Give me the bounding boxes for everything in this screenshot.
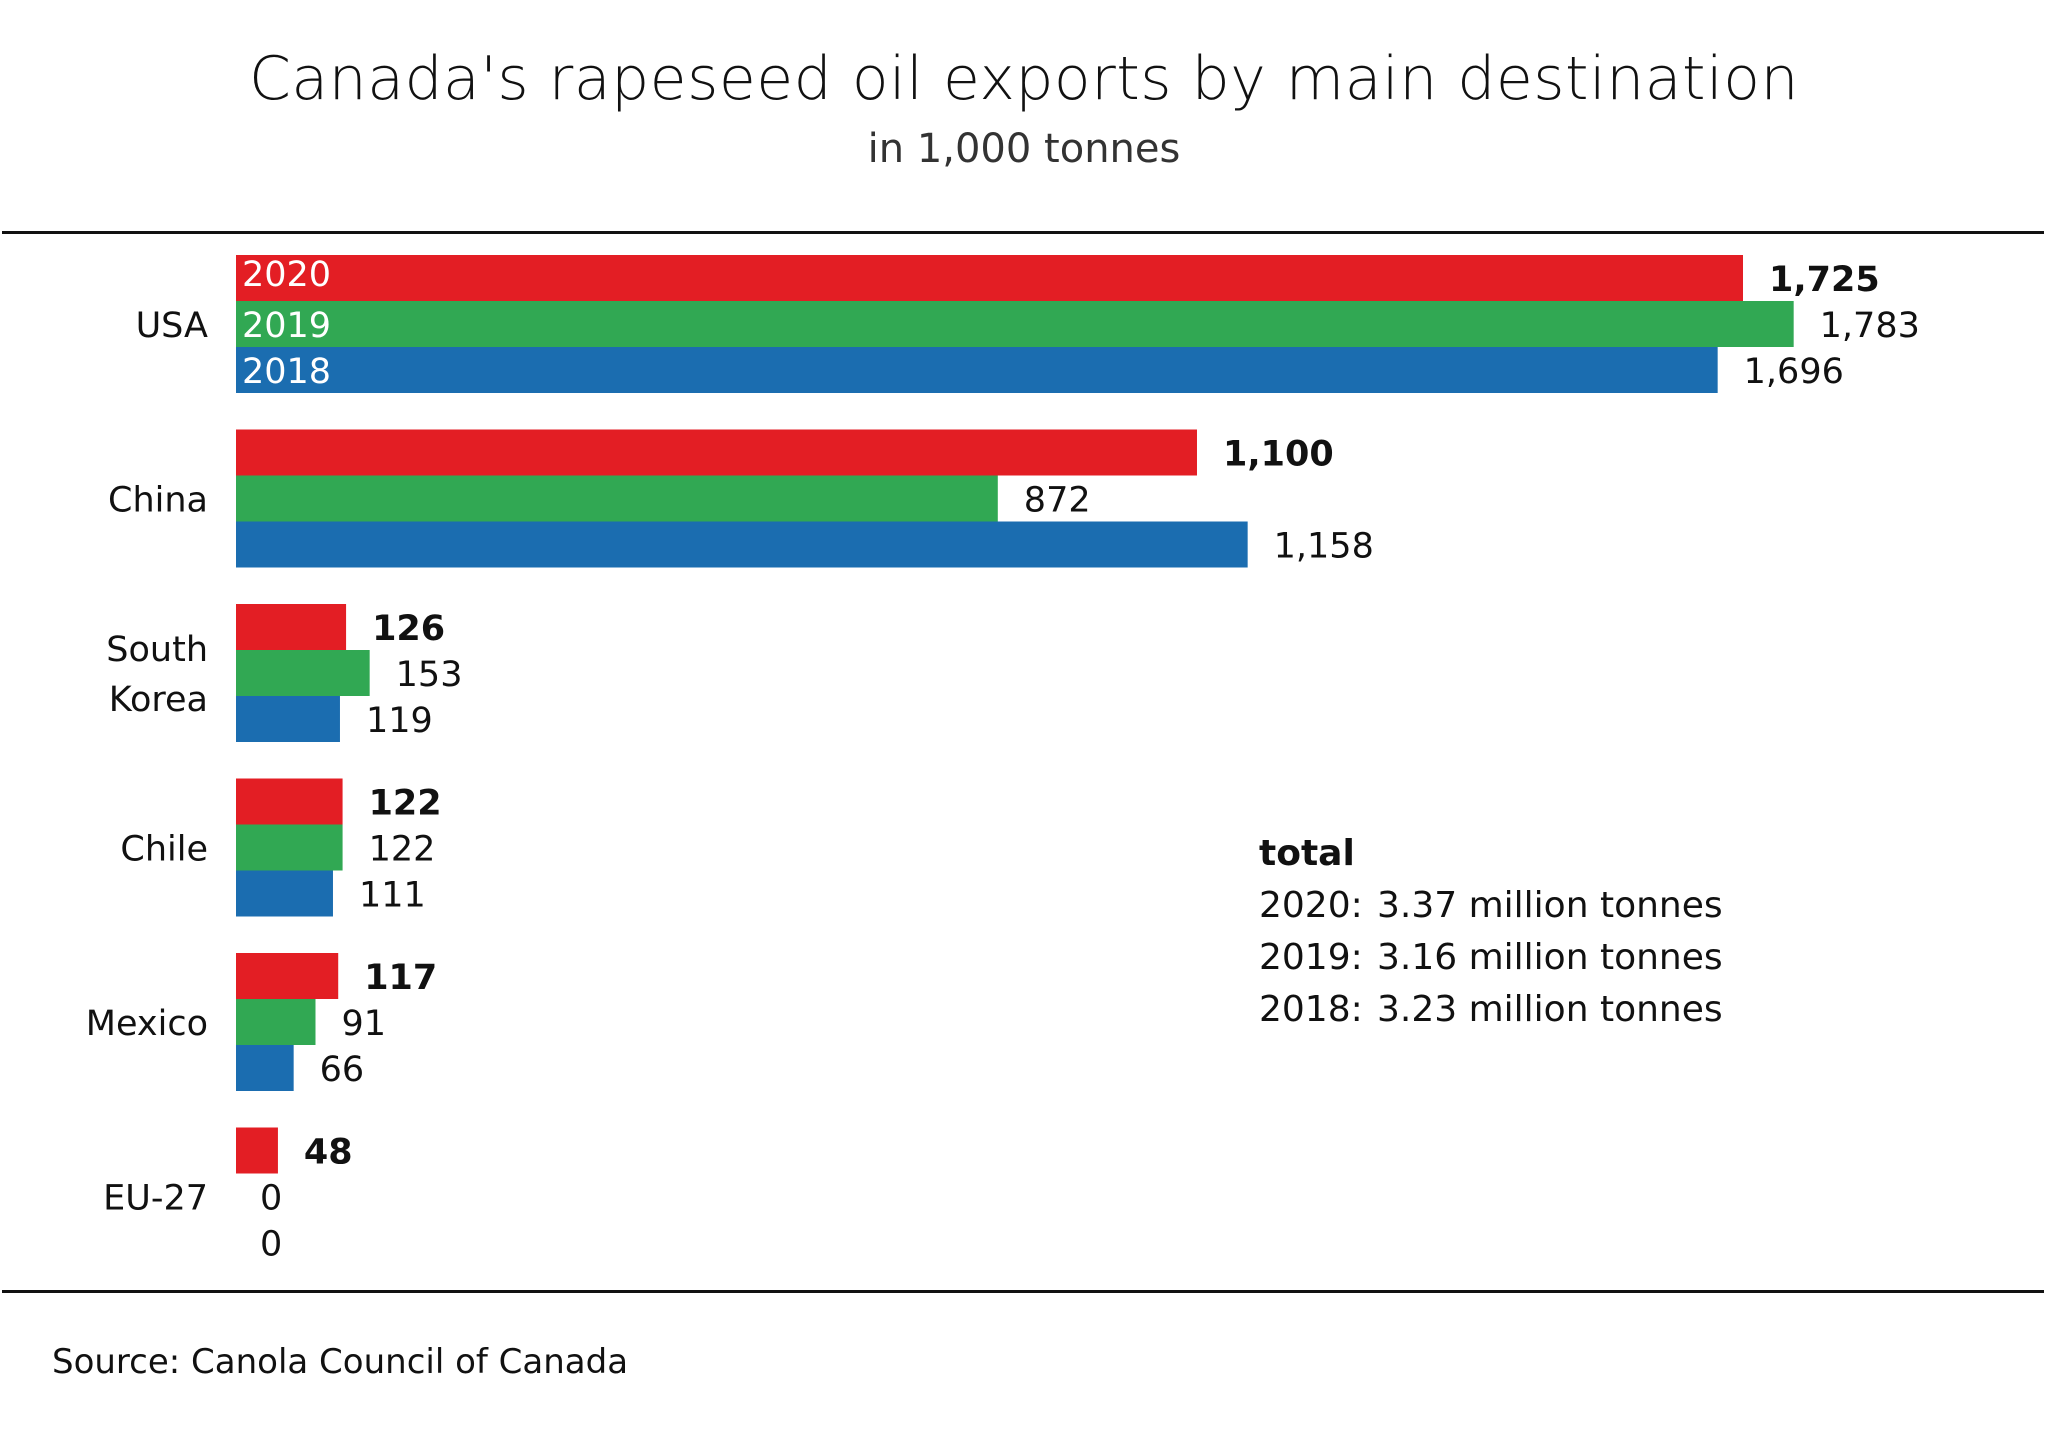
totals-row: 2020: 3.37 million tonnes [1259,880,1723,932]
totals-row: 2019: 3.16 million tonnes [1259,932,1723,984]
value-label: 153 [396,655,463,695]
value-label: 48 [304,1133,353,1173]
value-label: 119 [366,701,433,741]
legend-label-2019: 2019 [242,306,331,346]
value-label: 122 [369,830,436,870]
category-label: USA [136,306,208,346]
bar-2018 [236,870,333,917]
value-label: 0 [260,1225,282,1265]
bar-2018 [236,347,1718,393]
bar-2018 [236,696,340,742]
value-label: 122 [369,784,442,824]
totals-year: 2020: [1259,885,1363,926]
value-label: 1,725 [1769,260,1880,300]
category-label: Korea [109,680,208,720]
bar-2018 [236,1045,294,1091]
totals-box: total 2020: 3.37 million tonnes 2019: 3.16… [1259,828,1723,1036]
bar-2019 [236,824,343,871]
category-label: Mexico [86,1004,208,1044]
totals-value: 3.23 million tonnes [1377,989,1723,1030]
value-label: 111 [359,876,426,916]
value-label: 1,783 [1820,306,1920,346]
bar-2020 [236,953,339,999]
value-label: 117 [364,958,437,998]
totals-year: 2018: [1259,989,1363,1030]
value-label: 66 [320,1050,365,1090]
totals-year: 2019: [1259,937,1363,978]
bar-2019 [236,475,998,522]
top-rule [2,231,2044,234]
bar-2020 [236,778,343,825]
chart-subtitle: in 1,000 tonnes [867,126,1181,172]
bar-2020 [236,255,1743,301]
value-label: 1,100 [1223,435,1334,475]
bar-2020 [236,604,347,650]
value-label: 1,158 [1274,527,1374,567]
totals-value: 3.37 million tonnes [1377,885,1723,926]
bar-2018 [236,521,1248,568]
value-label: 1,696 [1744,352,1844,392]
category-label: China [108,481,208,521]
totals-row: 2018: 3.23 million tonnes [1259,984,1723,1036]
value-label: 0 [260,1179,282,1219]
chart-title: Canada's rapeseed oil exports by main de… [249,44,1799,114]
value-label: 872 [1024,481,1091,521]
legend-label-2020: 2020 [242,255,331,295]
source-note: Source: Canola Council of Canada [52,1342,629,1382]
bar-2020 [236,429,1197,476]
totals-value: 3.16 million tonnes [1377,937,1723,978]
bar-2019 [236,301,1794,347]
value-label: 91 [341,1004,386,1044]
bar-2020 [236,1127,278,1174]
legend-label-2018: 2018 [242,352,331,392]
bottom-rule [2,1290,2044,1293]
value-label: 126 [372,609,445,649]
bar-2019 [236,650,370,696]
category-label: Chile [120,830,208,870]
category-label: EU-27 [103,1179,208,1219]
category-label: South [106,630,208,670]
bar-2019 [236,999,316,1045]
totals-heading: total [1259,833,1355,874]
